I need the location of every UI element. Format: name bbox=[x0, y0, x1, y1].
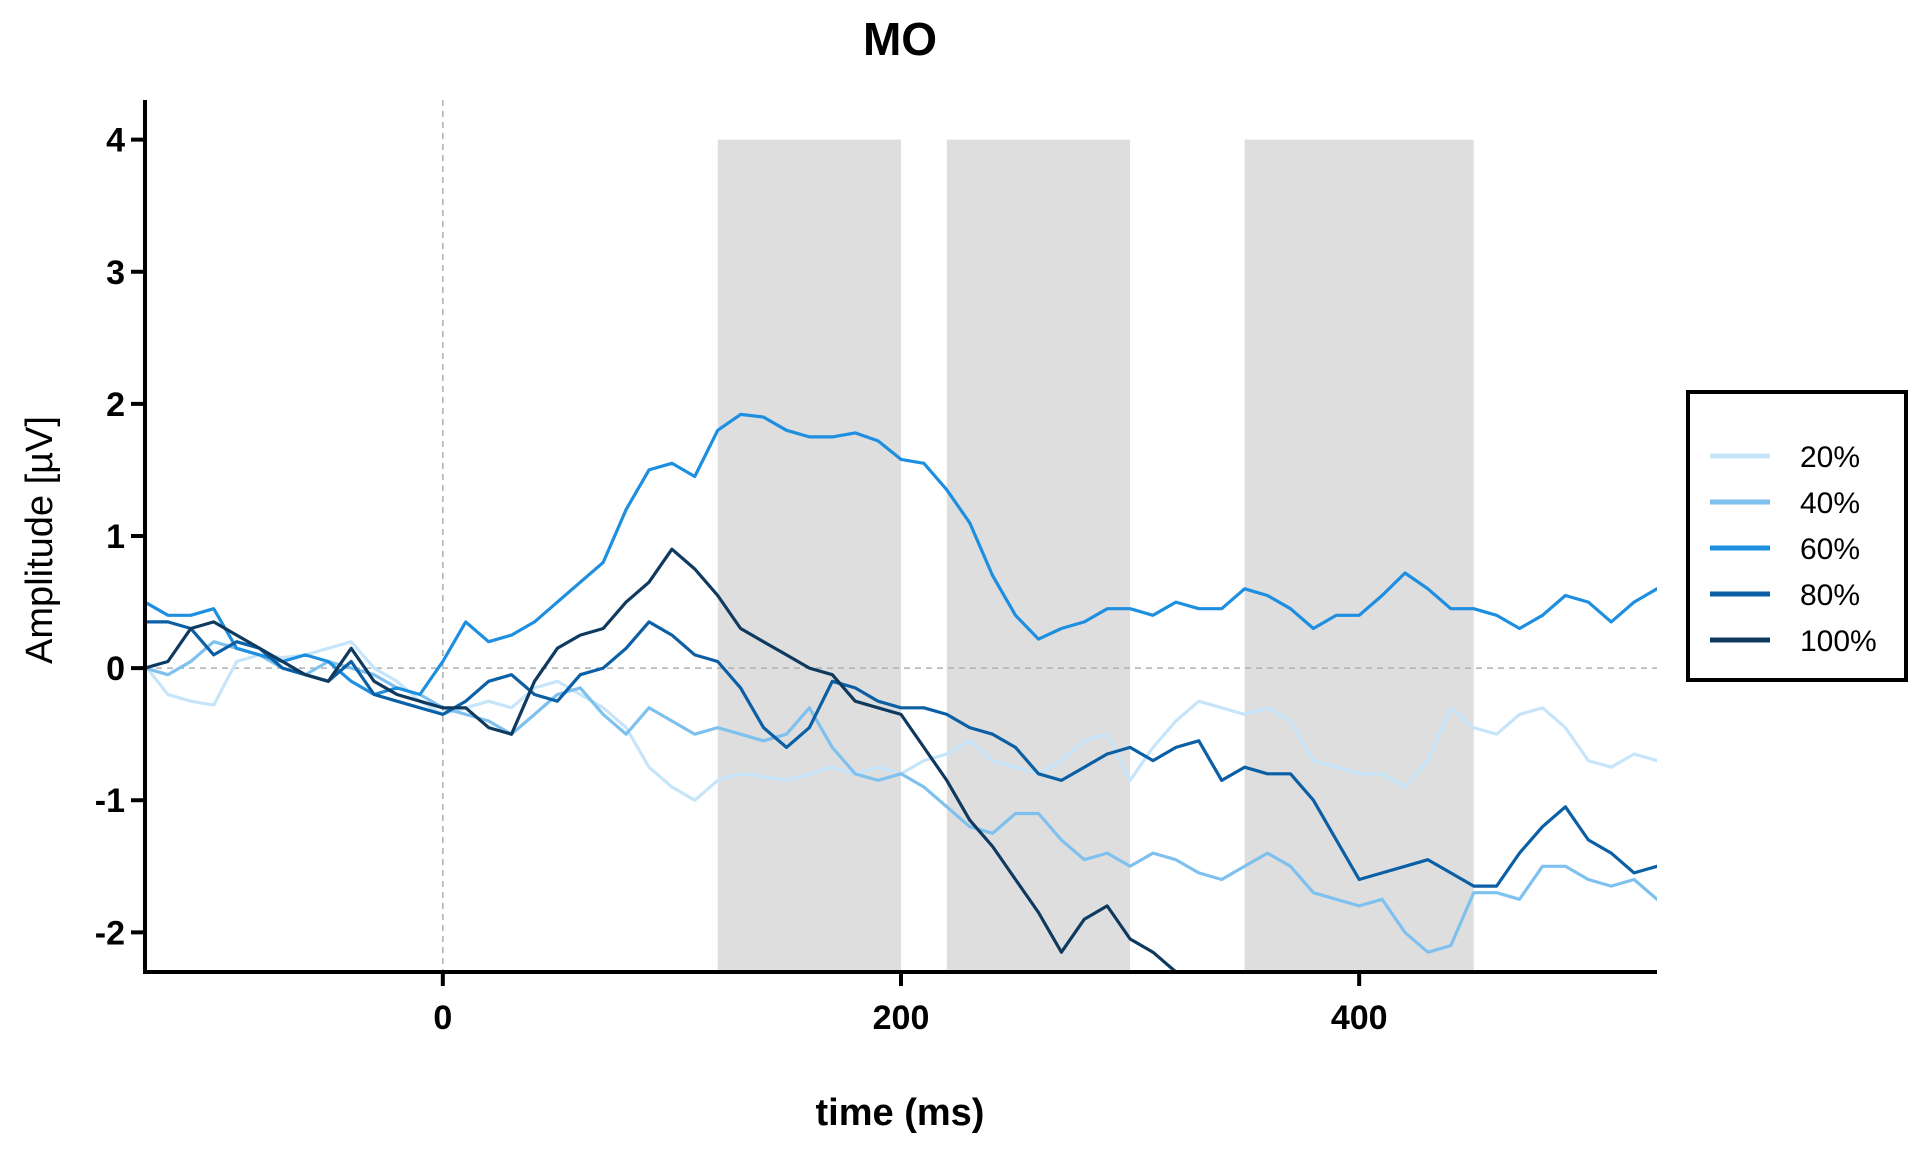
y-tick-label: 0 bbox=[106, 650, 125, 688]
y-tick-label: -2 bbox=[95, 914, 125, 952]
legend-label: 20% bbox=[1800, 441, 1860, 474]
tick-labels: -2 -1 0 1 2 3 4 0 200 400 bbox=[95, 122, 1388, 1037]
series-line-60pct bbox=[145, 412, 1657, 697]
legend-label: 80% bbox=[1800, 579, 1860, 612]
reference-lines bbox=[145, 100, 1657, 972]
legend: 20% 40% 60% 80% 100% bbox=[1686, 390, 1908, 682]
legend-label: 60% bbox=[1800, 533, 1860, 566]
series-line-100pct bbox=[145, 547, 1178, 972]
legend-label: 40% bbox=[1800, 487, 1860, 520]
series-line-80pct bbox=[145, 620, 1657, 888]
x-axis-label: time (ms) bbox=[816, 1092, 985, 1134]
shaded-window-3 bbox=[1244, 139, 1474, 973]
shaded-windows bbox=[717, 139, 1474, 973]
chart-title: MO bbox=[863, 13, 937, 65]
shaded-window-1 bbox=[717, 139, 901, 973]
y-tick-label: 3 bbox=[106, 254, 125, 292]
plot-area bbox=[145, 412, 1657, 972]
shaded-window-2 bbox=[946, 139, 1131, 973]
axes bbox=[131, 100, 1657, 986]
legend-label: 100% bbox=[1800, 625, 1877, 658]
y-tick-label: 2 bbox=[106, 386, 125, 424]
y-tick-label: 4 bbox=[106, 122, 125, 160]
x-tick-label: 0 bbox=[433, 999, 452, 1037]
x-tick-label: 200 bbox=[873, 999, 930, 1037]
x-tick-label: 400 bbox=[1331, 999, 1388, 1037]
y-tick-label: -1 bbox=[95, 782, 125, 820]
y-axis-label: Amplitude [µV] bbox=[19, 416, 61, 664]
legend-box bbox=[1686, 390, 1908, 682]
y-tick-label: 1 bbox=[106, 518, 125, 556]
